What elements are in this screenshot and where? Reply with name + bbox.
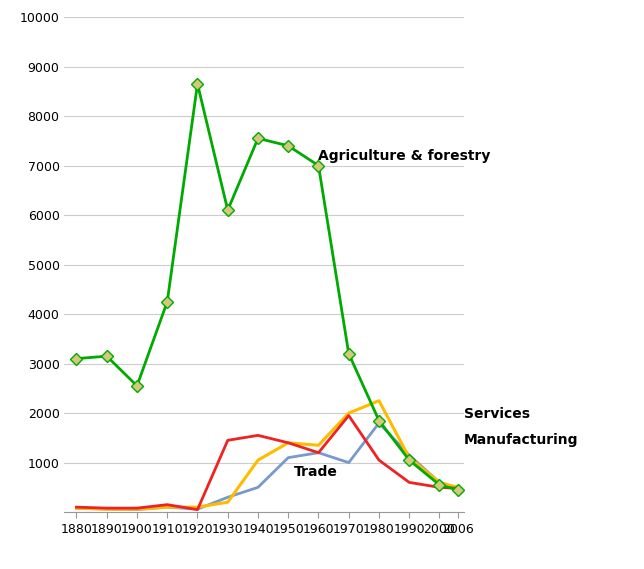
Text: Agriculture & forestry: Agriculture & forestry [319, 149, 491, 163]
Text: Manufacturing: Manufacturing [464, 434, 578, 447]
Text: Services: Services [464, 407, 529, 421]
Text: Trade: Trade [294, 465, 338, 479]
